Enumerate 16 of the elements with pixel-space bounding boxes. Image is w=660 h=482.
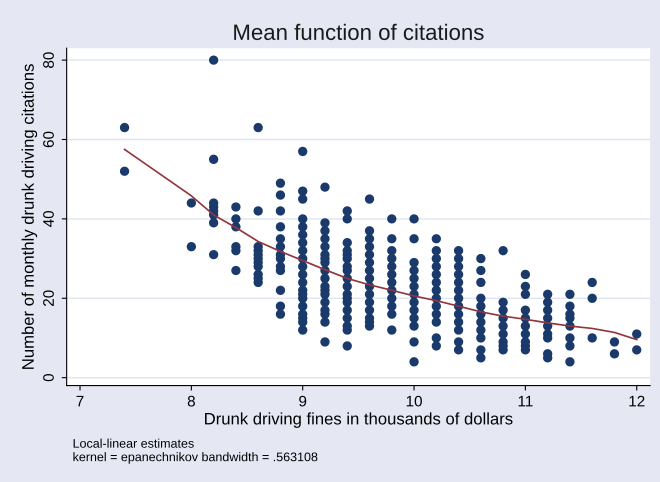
x-tick-label: 11 [518, 396, 533, 406]
y-tick-label: 40 [43, 210, 54, 228]
y-tick-label: 60 [43, 132, 54, 148]
y-tick-label: 20 [43, 290, 54, 306]
y-tick-label: 0 [43, 374, 54, 382]
x-tick-label: 9 [299, 396, 306, 407]
y-tick-label: 80 [43, 52, 54, 68]
x-axis-title: Drunk driving fines in thousands of dollars [205, 412, 512, 428]
text: kernel = epanechnikov bandwidth = .563108 [73, 452, 318, 464]
x-tick-label: 8 [188, 396, 195, 407]
chart-title: Mean function of citations [234, 24, 484, 40]
text: Local-linear estimates [74, 438, 194, 448]
y-axis-title: Number of monthly drunk driving citations [22, 64, 38, 369]
x-tick-label: 10 [406, 396, 422, 407]
x-tick-label: 7 [76, 396, 84, 406]
x-tick-label: 12 [629, 396, 644, 406]
